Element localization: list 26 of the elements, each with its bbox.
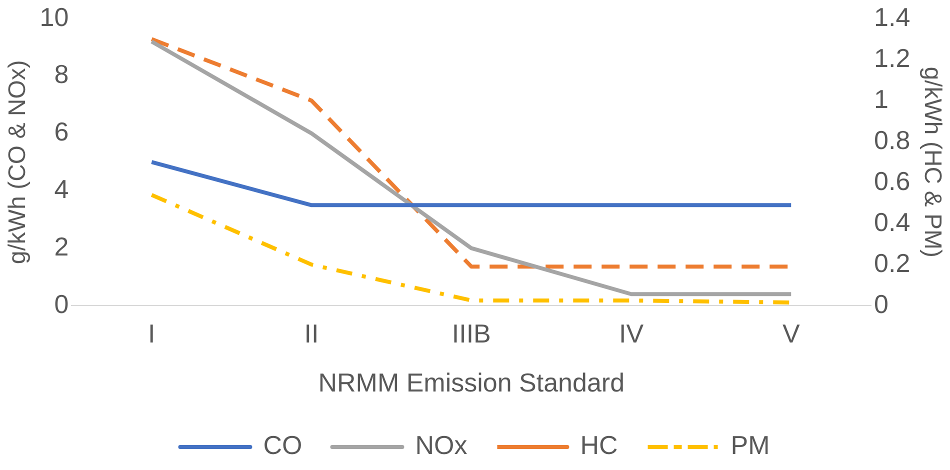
x-tick-label: IV	[618, 318, 644, 348]
y2-axis-title: g/kWh (HC & PM)	[918, 66, 946, 258]
x-tick-label: V	[782, 318, 800, 348]
legend-label: CO	[263, 430, 302, 460]
y-tick-label: 10	[40, 2, 69, 32]
y2-tick-label: 1	[874, 84, 889, 114]
x-tick-label: IIIB	[452, 318, 491, 348]
y-tick-label: 8	[54, 59, 69, 90]
y-tick-label: 2	[54, 231, 69, 262]
legend-label: NOx	[415, 430, 468, 460]
legend-label: PM	[730, 430, 770, 460]
y2-tick-label: 0	[874, 288, 889, 319]
y2-tick-label: 0.8	[874, 124, 910, 155]
legend-label: HC	[580, 430, 618, 460]
y-axis-title: g/kWh (CO & NOx)	[4, 60, 32, 264]
y2-tick-label: 0.4	[874, 206, 910, 237]
y2-tick-label: 0.6	[874, 166, 910, 196]
x-tick-label: I	[148, 318, 156, 348]
y2-tick-label: 1.4	[874, 2, 910, 32]
y-tick-label: 4	[54, 174, 69, 204]
y-tick-label: 0	[54, 288, 69, 319]
x-tick-label: II	[304, 318, 319, 348]
y-tick-label: 6	[54, 116, 69, 147]
y2-tick-label: 1.2	[874, 42, 910, 73]
x-axis-title: NRMM Emission Standard	[318, 368, 625, 398]
y2-tick-label: 0.2	[874, 248, 910, 278]
